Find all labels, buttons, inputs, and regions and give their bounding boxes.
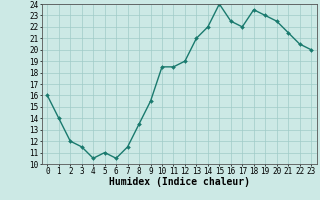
X-axis label: Humidex (Indice chaleur): Humidex (Indice chaleur)	[109, 177, 250, 187]
